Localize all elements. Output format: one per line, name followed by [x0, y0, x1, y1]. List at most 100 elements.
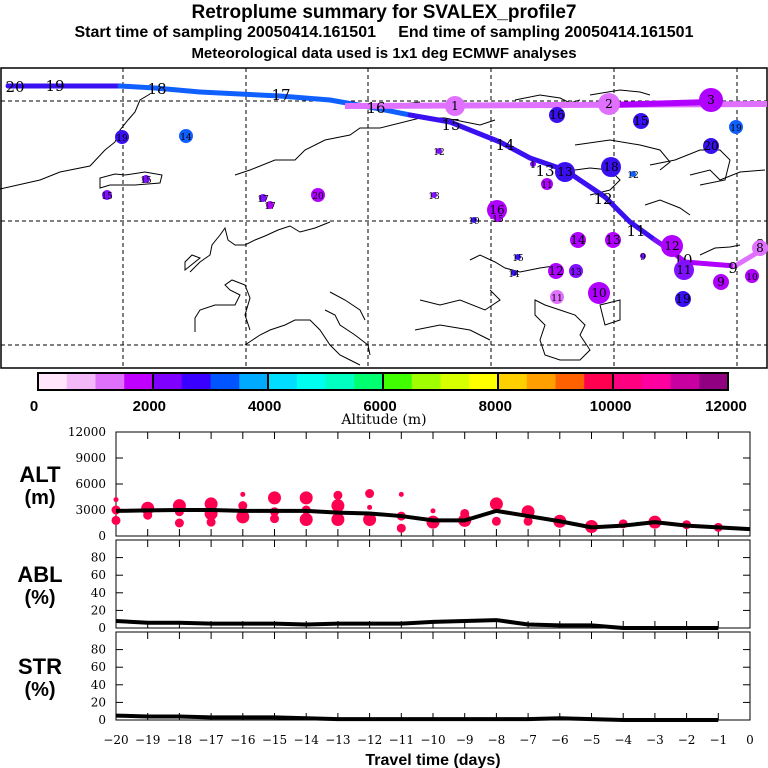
panel-ylabel-unit: (%) — [24, 679, 55, 701]
cluster-label: 15 — [492, 215, 504, 225]
coastline — [574, 139, 671, 171]
x-tick-label: 0 — [746, 733, 754, 747]
coastline — [99, 171, 163, 189]
x-tick-label: −2 — [678, 733, 696, 747]
coastline — [589, 89, 651, 96]
cluster-label: 12 — [433, 148, 444, 158]
panel-frame — [115, 539, 751, 629]
altitude-point — [236, 510, 250, 524]
colorbar-tick-label: 4000 — [248, 398, 281, 415]
altitude-point — [204, 497, 218, 511]
cluster-marker — [675, 291, 691, 307]
cluster-label: 12 — [627, 171, 638, 181]
altitude-point — [333, 490, 343, 500]
altitude-point — [396, 523, 406, 533]
cluster-marker — [102, 190, 112, 200]
cluster-marker — [699, 88, 723, 112]
x-tick-label: −15 — [262, 733, 287, 747]
altitude-colorbar: 0 2000 4000 6000 8000 10000 12000 Altitude (m) — [30, 372, 747, 428]
cluster-marker — [142, 175, 150, 183]
trajectory-main-segment — [602, 194, 633, 225]
sampling-times: Start time of sampling 20050414.161501 E… — [74, 24, 694, 41]
colorbar-swatch — [95, 373, 125, 390]
colorbar-swatch — [296, 373, 326, 390]
trajectory-main-segment — [197, 89, 283, 99]
trajectory-main-segment — [277, 93, 333, 103]
trajectory-day-label: 17 — [271, 86, 290, 104]
x-tick-label: −10 — [420, 733, 445, 747]
altitude-point — [367, 504, 373, 510]
cluster-label: 17 — [257, 195, 269, 205]
cluster-marker — [436, 148, 442, 154]
cluster-marker — [605, 232, 621, 248]
trajectory-day-label: 18 — [147, 80, 166, 98]
y-tick-label: 20 — [91, 695, 106, 709]
colorbar-swatch — [613, 373, 643, 390]
altitude-point — [489, 497, 503, 511]
cluster-marker — [511, 270, 517, 276]
x-tick-label: −4 — [614, 733, 632, 747]
panel-alt: 0 3000 6000 9000 12000 ALT(m) — [19, 425, 751, 543]
y-tick-label: 80 — [91, 643, 106, 657]
coastline — [534, 299, 591, 361]
y-tick-label: 12000 — [68, 425, 106, 439]
x-tick-label: −6 — [551, 733, 569, 747]
colorbar-swatch — [66, 373, 96, 390]
colorbar-swatch — [210, 373, 240, 390]
cluster-marker — [555, 162, 575, 182]
y-tick-label: 40 — [91, 586, 106, 600]
x-tick-label: −20 — [103, 733, 128, 747]
colorbar-swatch — [354, 373, 384, 390]
trajectory-main-segment — [407, 112, 453, 125]
colorbar-swatch — [268, 373, 298, 390]
coastline — [0, 93, 151, 190]
colorbar-swatch — [181, 373, 211, 390]
x-axis-label: Travel time (days) — [365, 752, 500, 768]
colorbar-swatch — [670, 373, 700, 390]
colorbar-swatch — [641, 373, 671, 390]
cluster-label: 9 — [640, 253, 646, 263]
x-tick-label: −14 — [294, 733, 320, 747]
colorbar-tick-label: 10000 — [590, 398, 632, 415]
cluster-marker — [179, 129, 193, 143]
cluster-label: 16 — [489, 203, 504, 217]
colorbar-swatch — [124, 373, 154, 390]
cluster-label: 12 — [548, 264, 563, 278]
altitude-point — [299, 491, 313, 505]
cluster-label: 11 — [676, 263, 691, 277]
cluster-label: 20 — [703, 139, 718, 153]
cluster-marker — [570, 232, 586, 248]
colorbar-tick-label: 8000 — [479, 398, 512, 415]
cluster-marker — [259, 194, 267, 202]
x-tick-label: −7 — [519, 733, 537, 747]
cluster-marker — [550, 290, 564, 304]
cluster-marker — [661, 235, 683, 257]
y-tick-label: 3000 — [75, 503, 106, 517]
panel-frame — [115, 631, 751, 721]
series-line — [115, 508, 751, 532]
altitude-point — [491, 516, 501, 526]
trajectory-map: 2019181716151413121110981914151517172012… — [0, 67, 768, 369]
altitude-point — [398, 491, 404, 497]
coastline — [419, 289, 501, 311]
cluster-marker — [588, 282, 610, 304]
trajectory-day-label: 9 — [728, 259, 738, 277]
cluster-label: 1 — [530, 161, 536, 171]
coastline — [194, 279, 251, 332]
cluster-label: 3 — [707, 93, 715, 107]
colorbar-tick-label: 2000 — [133, 398, 166, 415]
cluster-label: 14 — [180, 133, 192, 143]
trajectory-main-segment — [117, 83, 158, 91]
cluster-marker — [515, 254, 521, 260]
x-tick-label: −5 — [583, 733, 601, 747]
trajectory-main-segment — [152, 85, 203, 95]
colorbar-swatch — [498, 373, 528, 390]
altitude-point — [331, 499, 345, 513]
cluster-label: 15 — [633, 114, 648, 128]
altitude-point — [113, 497, 119, 503]
colorbar-swatch — [699, 373, 729, 390]
y-tick-label: 0 — [98, 713, 106, 727]
x-tick-label: −9 — [456, 733, 474, 747]
